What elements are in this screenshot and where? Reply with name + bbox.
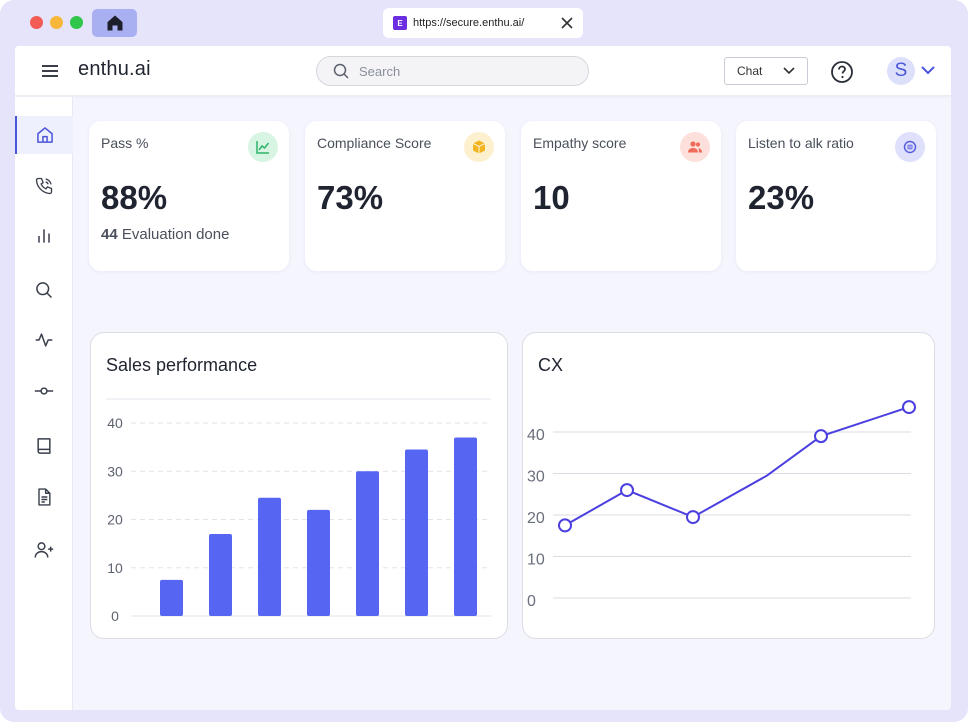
y-tick-label: 40 [527,427,545,444]
commit-icon [34,387,54,395]
bar[interactable] [258,497,281,616]
y-tick-label: 10 [107,560,123,576]
sales-bar-chart: 40 30 20 10 0 [106,398,491,624]
cx-point[interactable] [814,429,828,444]
sidebar-item-calls[interactable] [15,167,73,205]
sidebar-item-library[interactable] [15,427,73,465]
chat-select-value: Chat [737,64,763,78]
y-tick-label: 20 [527,510,545,527]
home-icon [107,15,122,31]
chevron-down-icon[interactable] [920,64,936,76]
favicon: E [393,16,407,30]
stat-sub: 44 Evaluation done [101,226,229,243]
stat-card-compliance[interactable]: Compliance Score 73% [305,121,505,271]
cx-point[interactable] [620,483,634,498]
y-tick-label: 0 [527,593,536,610]
y-tick-label: 40 [107,415,123,431]
search-placeholder: Search [359,63,401,79]
url-text: https://secure.enthu.ai/ [413,17,525,29]
trend-icon [248,132,278,162]
chart-title: Sales performance [106,355,258,375]
users-icon [680,132,710,162]
stat-title: Compliance Score [317,135,432,151]
y-tick-label: 10 [527,552,545,569]
cx-point[interactable] [686,510,700,525]
stat-value: 73% [317,179,384,216]
chevron-down-icon [783,67,795,75]
sales-performance-card: Sales performance 40 30 20 10 0 [90,332,508,639]
stat-card-pass[interactable]: Pass % 88% 44 Evaluation done [89,121,289,271]
sidebar-item-add-user[interactable] [15,531,73,569]
sidebar-item-activity[interactable] [15,321,73,359]
cx-card: CX 40 30 20 10 0 [522,332,935,639]
stat-value: 23% [748,179,815,216]
cx-point[interactable] [558,518,572,533]
bar[interactable] [356,471,379,616]
minimize-window-dot[interactable] [50,16,63,29]
bar[interactable] [160,579,183,616]
cx-point[interactable] [902,400,916,415]
ratio-icon [895,132,925,162]
bar[interactable] [209,533,232,616]
bar-chart-icon [38,229,50,243]
evaluation-count: 44 [101,226,118,243]
stat-value: 10 [533,179,570,216]
sidebar [15,97,73,710]
evaluation-label: Evaluation done [121,226,230,243]
url-tab[interactable]: E https://secure.enthu.ai/ [383,8,583,38]
sidebar-item-analytics[interactable] [15,217,73,255]
stat-card-empathy[interactable]: Empathy score 10 [521,121,721,271]
chat-select[interactable]: Chat [724,57,808,85]
book-icon [37,438,51,454]
help-icon[interactable] [830,60,854,84]
y-tick-label: 0 [111,608,119,624]
bar[interactable] [405,449,428,616]
avatar[interactable]: S [887,57,915,85]
home-tab[interactable] [92,9,137,37]
app-area: enthu.ai Search Chat S [15,46,951,710]
bar[interactable] [454,437,477,616]
home-icon [37,127,53,143]
y-tick-label: 20 [107,512,123,528]
close-icon[interactable] [560,16,574,30]
stat-title: Empathy score [533,135,627,151]
bar[interactable] [307,509,330,616]
cx-line-chart: 40 30 20 10 0 [527,400,916,610]
hamburger-icon[interactable] [41,63,59,79]
stat-card-listen-ratio[interactable]: Listen to alk ratio 23% [736,121,936,271]
y-tick-label: 30 [527,469,545,486]
document-icon [38,488,51,506]
close-window-dot[interactable] [30,16,43,29]
sidebar-item-home[interactable] [15,116,73,154]
brand-logo: enthu.ai [78,58,151,80]
top-bar: enthu.ai Search Chat S [15,46,951,96]
sidebar-item-reports[interactable] [15,478,73,516]
cx-series-line [564,406,910,527]
y-tick-label: 30 [107,463,123,479]
activity-icon [35,333,53,347]
sidebar-item-workflow[interactable] [15,372,73,410]
search-icon [333,63,349,79]
chart-title: CX [538,355,564,375]
box-icon [464,132,494,162]
sidebar-item-search[interactable] [15,271,73,309]
phone-icon [35,177,53,195]
stat-title: Listen to alk ratio [748,135,854,151]
stat-value: 88% [101,179,168,216]
search-input[interactable]: Search [316,56,589,86]
maximize-window-dot[interactable] [70,16,83,29]
stat-title: Pass % [101,135,149,151]
search-icon [36,282,53,299]
add-user-icon [34,542,54,558]
